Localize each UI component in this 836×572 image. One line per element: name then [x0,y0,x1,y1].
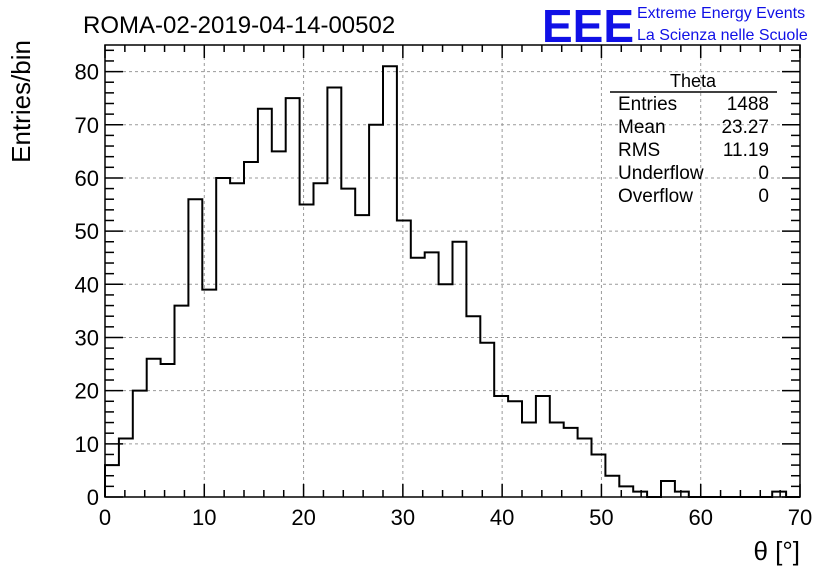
chart-title: ROMA-02-2019-04-14-00502 [83,12,395,39]
histogram-bin [522,423,536,497]
stats-rows: Entries 1488 Mean 23.27 RMS 11.19 Underflow 0 Ov… [618,94,769,207]
histogram-bin [230,183,244,497]
histogram-bin [258,109,272,497]
histogram-bin [133,391,147,497]
stats-label: Entries [618,94,677,115]
x-tick-label: 30 [391,505,415,530]
histogram-bin [188,199,202,497]
histogram-bin [578,439,592,497]
histogram-outline [104,65,800,498]
histogram-bin [508,401,522,497]
stats-label: Mean [618,117,666,138]
axis-ticks [104,45,801,498]
histogram-bin [161,364,175,497]
histogram-bin [605,476,619,497]
logo-mark: EEE [542,0,634,52]
histogram-bin [453,242,467,497]
histogram-bin [355,215,369,497]
logo-line-2: La Scienza nelle Scuole [637,27,808,44]
histogram-bin [341,189,355,497]
x-tick-label: 70 [788,505,812,530]
stats-label: RMS [618,140,660,161]
stats-value: 0 [758,163,769,184]
y-tick-label: 50 [75,219,99,244]
stats-label: Underflow [618,163,704,184]
stats-value: 1488 [727,94,769,115]
x-tick-label: 40 [490,505,514,530]
histogram-bin [369,125,383,497]
stats-value: 11.19 [723,140,769,161]
histogram-bin [244,162,258,497]
histogram-bin [411,258,425,497]
histogram-bin [466,316,480,497]
histogram-bin [550,423,564,497]
histogram-bin [564,428,578,497]
x-tick-label: 20 [291,505,315,530]
histogram-bin [425,252,439,497]
histogram-bin [661,481,675,497]
histogram-bin [383,66,397,497]
histogram-bars [105,66,786,497]
histogram-bin [536,396,550,497]
histogram-bin [216,178,230,497]
histogram-bin [327,88,341,497]
y-tick-label: 30 [75,325,99,350]
y-tick-label: 20 [75,379,99,404]
stats-box: Theta Entries 1488 Mean 23.27 RMS 11.19 Underf… [610,71,777,207]
histogram-bin [119,439,133,497]
histogram-bin [147,359,161,497]
x-tick-label: 10 [192,505,216,530]
histogram-bin [286,98,300,497]
y-tick-labels: 0 10 20 30 40 50 60 70 80 [75,60,99,510]
histogram-bin [105,465,119,497]
logo-line-1: Extreme Energy Events [637,5,805,22]
x-axis-label: θ [°] [753,536,800,566]
histogram-bin [439,284,453,497]
y-tick-label: 70 [75,113,99,138]
stats-title: Theta [670,71,717,91]
histogram-bin [272,151,286,497]
histogram-bin [592,454,606,497]
histogram-bin [175,306,189,497]
y-tick-label: 0 [87,485,99,510]
histogram-bin [494,396,508,497]
y-tick-label: 10 [75,432,99,457]
stats-value: 23.27 [721,117,769,138]
x-tick-labels: 0 10 20 30 40 50 60 70 [99,505,812,530]
x-tick-label: 0 [99,505,111,530]
histogram-bin [397,220,411,497]
plot-frame [104,44,801,498]
y-axis-label: Entries/bin [6,40,36,163]
x-tick-label: 60 [688,505,712,530]
histogram-bin [480,343,494,497]
histogram-bin [314,183,328,497]
stats-label: Overflow [618,186,693,207]
x-tick-label: 50 [589,505,613,530]
y-tick-label: 60 [75,166,99,191]
stats-value: 0 [758,186,769,207]
y-tick-label: 40 [75,272,99,297]
y-tick-label: 80 [75,60,99,85]
histogram-bin [300,205,314,497]
eee-logo: EEE Extreme Energy Events La Scienza nel… [542,0,808,52]
